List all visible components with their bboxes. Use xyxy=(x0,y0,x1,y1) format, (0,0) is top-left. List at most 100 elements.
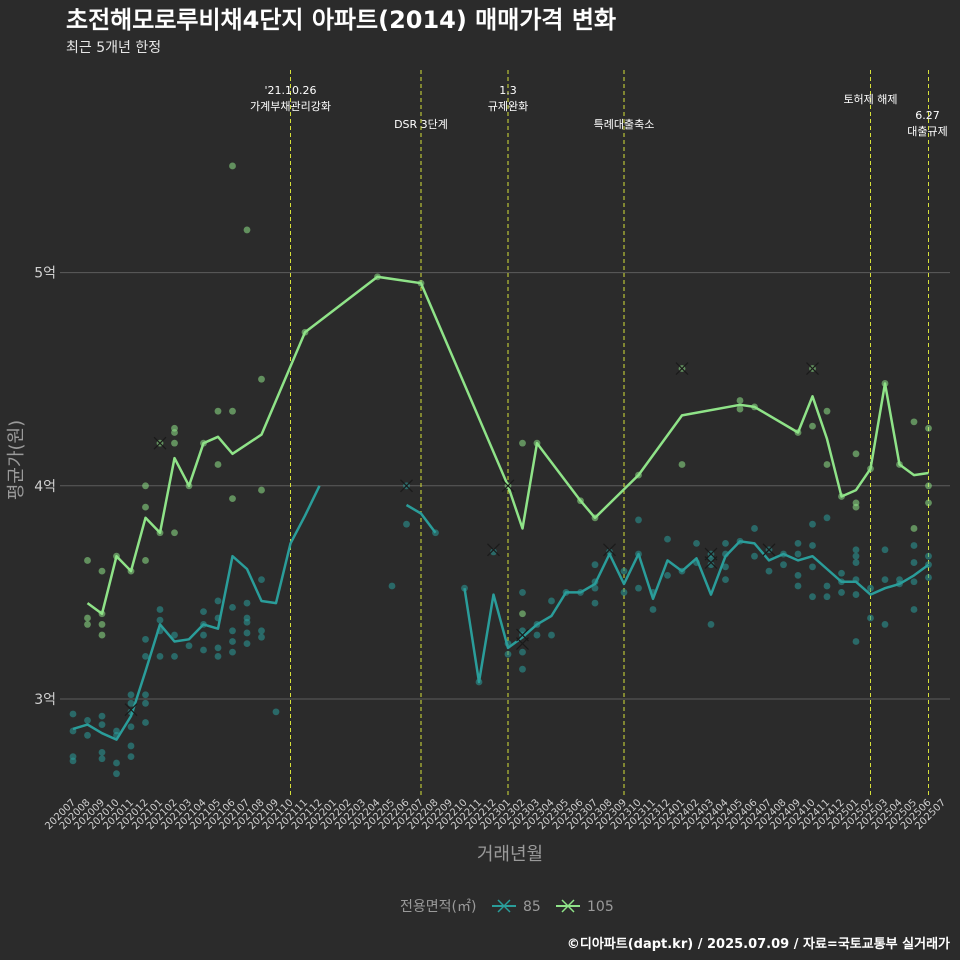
data-point xyxy=(519,589,526,596)
series-line-85 xyxy=(72,485,321,741)
data-point xyxy=(519,610,526,618)
data-point xyxy=(171,631,178,639)
data-point xyxy=(809,542,816,549)
series-line-85 xyxy=(463,540,930,684)
data-point xyxy=(185,642,193,650)
data-point xyxy=(867,614,874,622)
cross-mark xyxy=(400,479,413,493)
data-point xyxy=(852,559,860,566)
data-point xyxy=(171,429,178,436)
data-point xyxy=(127,723,135,731)
data-point xyxy=(664,571,671,579)
data-point xyxy=(504,650,512,658)
data-point xyxy=(925,499,932,507)
data-point xyxy=(98,755,106,763)
data-point xyxy=(823,407,831,415)
event-label: 1.3 xyxy=(499,84,517,97)
data-point xyxy=(171,652,178,660)
data-point xyxy=(142,482,149,490)
data-point xyxy=(533,631,541,639)
data-point xyxy=(881,621,889,628)
data-point xyxy=(910,578,918,586)
cross-mark xyxy=(762,543,776,557)
data-point xyxy=(649,606,657,613)
event-label: 규제완화 xyxy=(488,100,528,113)
event-label: 특례대출축소 xyxy=(594,118,655,131)
data-point xyxy=(620,567,628,575)
data-point xyxy=(229,495,236,503)
event-label: 6.27 xyxy=(915,109,940,122)
data-point xyxy=(910,542,918,549)
data-point xyxy=(823,514,831,522)
data-point xyxy=(881,546,889,554)
data-point xyxy=(200,608,207,616)
legend-title: 전용면적(㎡) xyxy=(400,899,476,915)
data-point xyxy=(780,561,787,569)
data-point xyxy=(171,439,178,447)
event-label: 대출규제 xyxy=(907,125,947,138)
cross-mark xyxy=(806,362,819,375)
data-point xyxy=(127,753,135,761)
data-point xyxy=(707,621,715,628)
data-point xyxy=(852,638,860,645)
data-point xyxy=(98,748,106,756)
data-point xyxy=(98,567,106,575)
data-point xyxy=(200,631,207,639)
data-point xyxy=(591,584,599,592)
data-point xyxy=(809,563,816,571)
event-label: '21.10.26 xyxy=(264,84,316,97)
data-point xyxy=(852,503,860,511)
data-point xyxy=(98,621,106,628)
data-point xyxy=(606,548,613,556)
data-point xyxy=(258,576,265,584)
data-point xyxy=(127,742,135,750)
data-point xyxy=(925,574,932,581)
data-point xyxy=(113,759,120,767)
legend-items: 85 105 xyxy=(492,899,614,915)
data-point xyxy=(142,691,149,699)
data-point xyxy=(722,576,729,584)
data-point xyxy=(84,614,91,622)
data-point xyxy=(243,599,251,607)
data-point xyxy=(765,567,773,575)
data-point xyxy=(98,712,106,720)
y-tick-label: 5억 xyxy=(34,266,56,282)
data-point xyxy=(823,593,831,601)
data-point xyxy=(229,407,236,415)
data-point xyxy=(243,226,251,234)
data-point xyxy=(881,576,889,584)
chart-subtitle: 최근 5개년 한정 xyxy=(66,40,161,56)
data-point xyxy=(620,589,628,596)
data-point xyxy=(925,552,932,560)
data-point xyxy=(171,529,178,537)
data-point xyxy=(142,699,149,707)
y-tick-label: 4억 xyxy=(34,479,56,495)
data-point xyxy=(548,631,555,639)
event-label: 토허제 해제 xyxy=(843,92,897,106)
y-axis-ticks: 3억 4억 5억 xyxy=(34,266,56,708)
data-point xyxy=(142,652,149,660)
data-point xyxy=(693,539,700,547)
event-label: DSR 3단계 xyxy=(394,118,448,131)
data-point xyxy=(258,375,265,383)
series-line-105 xyxy=(86,275,929,616)
x-axis-title: 거래년월 xyxy=(477,844,543,865)
cross-mark xyxy=(487,543,500,557)
data-point xyxy=(707,561,715,569)
data-point xyxy=(736,397,744,404)
data-point xyxy=(751,525,758,532)
data-point xyxy=(156,616,164,624)
cross-mark xyxy=(153,436,167,450)
data-point xyxy=(722,563,729,571)
data-point xyxy=(403,520,410,528)
data-point xyxy=(925,424,932,432)
legend-swatch-cross xyxy=(561,899,575,913)
series-line-85 xyxy=(405,503,437,534)
data-point xyxy=(635,516,642,524)
cross-mark xyxy=(603,543,616,557)
data-point xyxy=(69,757,77,765)
data-point xyxy=(84,557,91,564)
event-label: 가계부채관리강화 xyxy=(250,100,331,113)
data-point xyxy=(635,584,642,592)
